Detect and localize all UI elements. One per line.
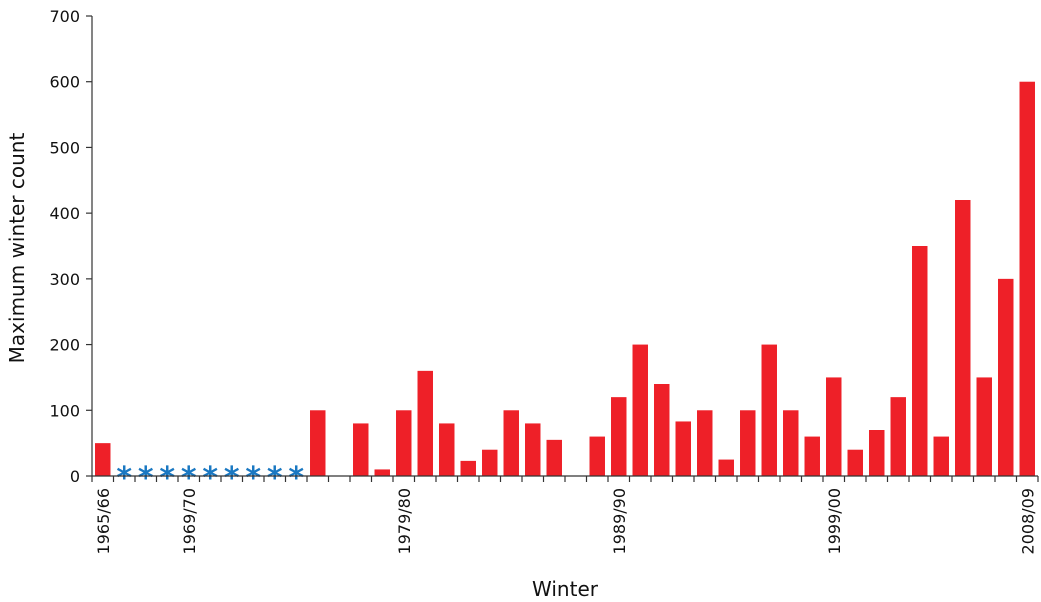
bar [482, 449, 498, 476]
y-tick-label: 600 [49, 73, 80, 92]
missing-data-marker: * [181, 461, 197, 496]
missing-data-marker: * [138, 461, 154, 496]
bar [955, 200, 971, 476]
x-tick-label: 1999/00 [825, 488, 844, 554]
y-tick-label: 200 [49, 336, 80, 355]
missing-data-marker: * [288, 461, 304, 496]
y-tick-label: 0 [70, 467, 80, 486]
bar [310, 410, 326, 476]
bar [95, 443, 111, 476]
bar [654, 384, 670, 476]
bar [632, 344, 648, 476]
bar [869, 430, 885, 476]
x-tick-label: 2008/09 [1018, 488, 1037, 554]
bar [697, 410, 713, 476]
bar [976, 377, 992, 476]
missing-data-marker: * [116, 461, 132, 496]
x-axis-ticks: 1965/66 1969/70 1979/80 1989/90 1999/00 2008/… [91, 476, 1039, 554]
missing-data-marker: * [224, 461, 240, 496]
bar [718, 459, 734, 476]
bar [761, 344, 777, 476]
y-axis-title: Maximum winter count [5, 133, 29, 364]
bar [611, 397, 627, 476]
bar [675, 421, 691, 476]
bar [847, 449, 863, 476]
y-tick-label: 300 [49, 270, 80, 289]
missing-data-markers: * * * * * * * * * [116, 461, 304, 496]
bars-group [95, 81, 1035, 476]
missing-data-marker: * [202, 461, 218, 496]
bar [439, 423, 455, 476]
bar [503, 410, 519, 476]
missing-data-marker: * [159, 461, 175, 496]
y-tick-label: 100 [49, 401, 80, 420]
bar [396, 410, 412, 476]
y-tick-label: 400 [49, 204, 80, 223]
bar [826, 377, 842, 476]
bar [460, 460, 476, 476]
bar [890, 397, 906, 476]
y-tick-label: 500 [49, 138, 80, 157]
bar [912, 246, 928, 476]
bar [353, 423, 369, 476]
bar [783, 410, 799, 476]
bar [998, 278, 1014, 476]
x-tick-label: 1979/80 [395, 488, 414, 554]
bar [589, 436, 605, 476]
bar [804, 436, 820, 476]
bar [417, 370, 433, 476]
x-axis-title: Winter [532, 577, 599, 601]
y-tick-label: 700 [49, 7, 80, 26]
bar [546, 439, 562, 476]
x-tick-label: 1989/90 [610, 488, 629, 554]
bar [525, 423, 541, 476]
bar [933, 436, 949, 476]
missing-data-marker: * [267, 461, 283, 496]
bar [740, 410, 756, 476]
missing-data-marker: * [245, 461, 261, 496]
x-tick-label: 1965/66 [94, 488, 113, 554]
y-axis-ticks: 0 100 200 300 400 500 600 700 [49, 7, 92, 486]
bar [374, 469, 390, 476]
x-tick-label: 1969/70 [180, 488, 199, 554]
bar [1019, 81, 1035, 476]
